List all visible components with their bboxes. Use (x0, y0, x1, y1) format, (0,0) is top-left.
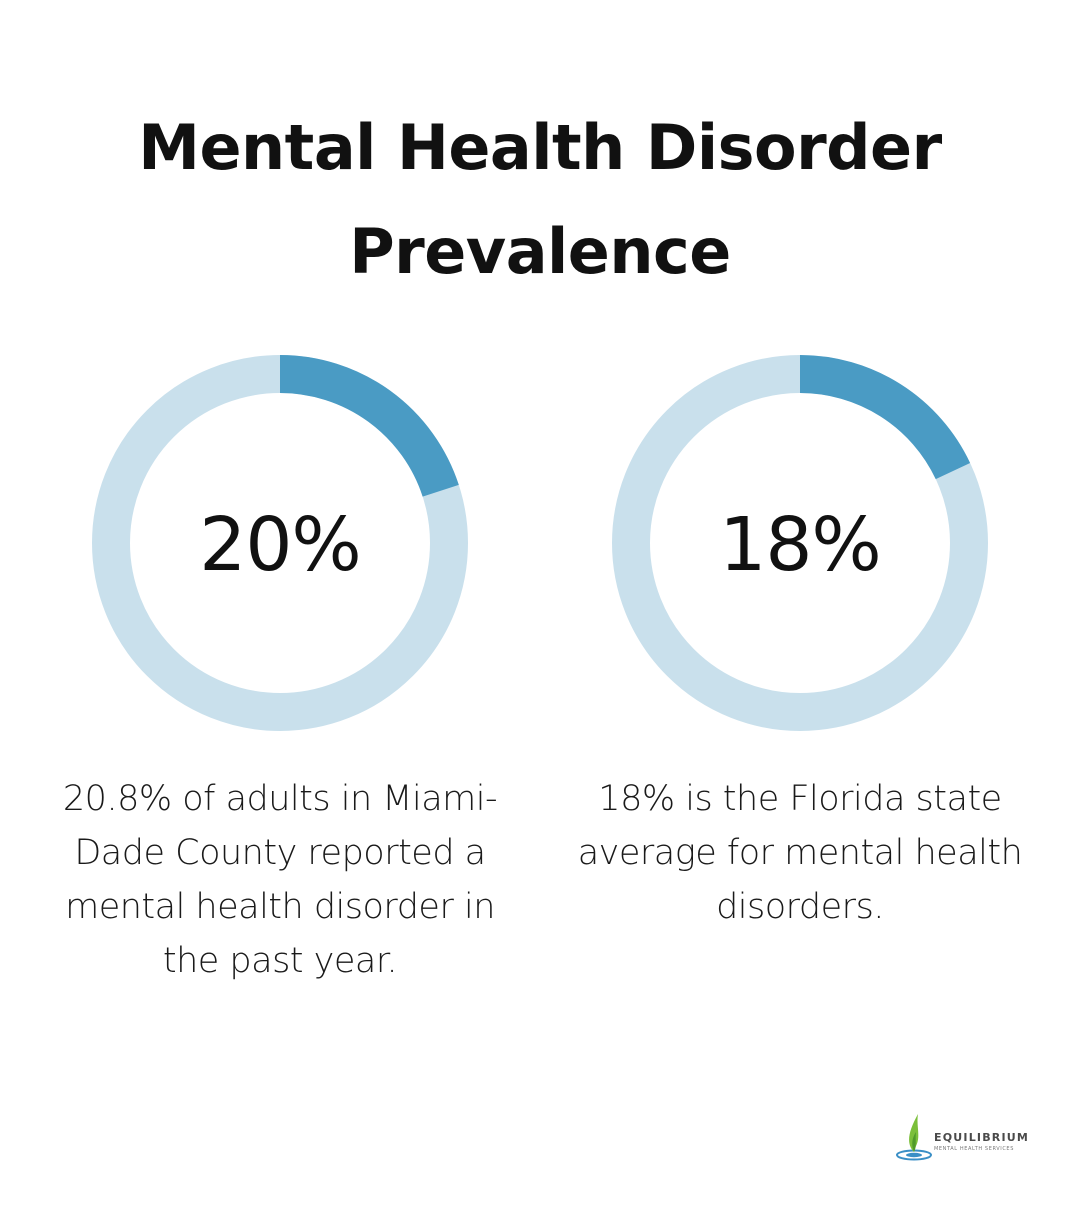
logo-tagline: MENTAL HEALTH SERVICES (934, 1146, 1014, 1152)
donut-value-arc (279, 355, 459, 498)
page-title: Mental Health Disorder Prevalence (138, 111, 942, 288)
logo-name: EQUILIBRIUM (934, 1131, 1030, 1144)
company-logo: EQUILIBRIUM MENTAL HEALTH SERVICES (894, 1110, 1034, 1162)
donut-value-label: 18% (719, 502, 880, 588)
donut-chart-florida: 18% (612, 355, 988, 731)
donut-value-arc (799, 355, 971, 480)
donut-value-label: 20% (199, 502, 360, 588)
caption-florida: 18% is the Florida state average for men… (577, 779, 1023, 927)
donut-chart-miami-dade: 20% (92, 355, 468, 731)
caption-miami-dade: 20.8% of adults in Miami-Dade County rep… (62, 779, 498, 981)
leaf-flame-logo-icon (896, 1114, 932, 1161)
